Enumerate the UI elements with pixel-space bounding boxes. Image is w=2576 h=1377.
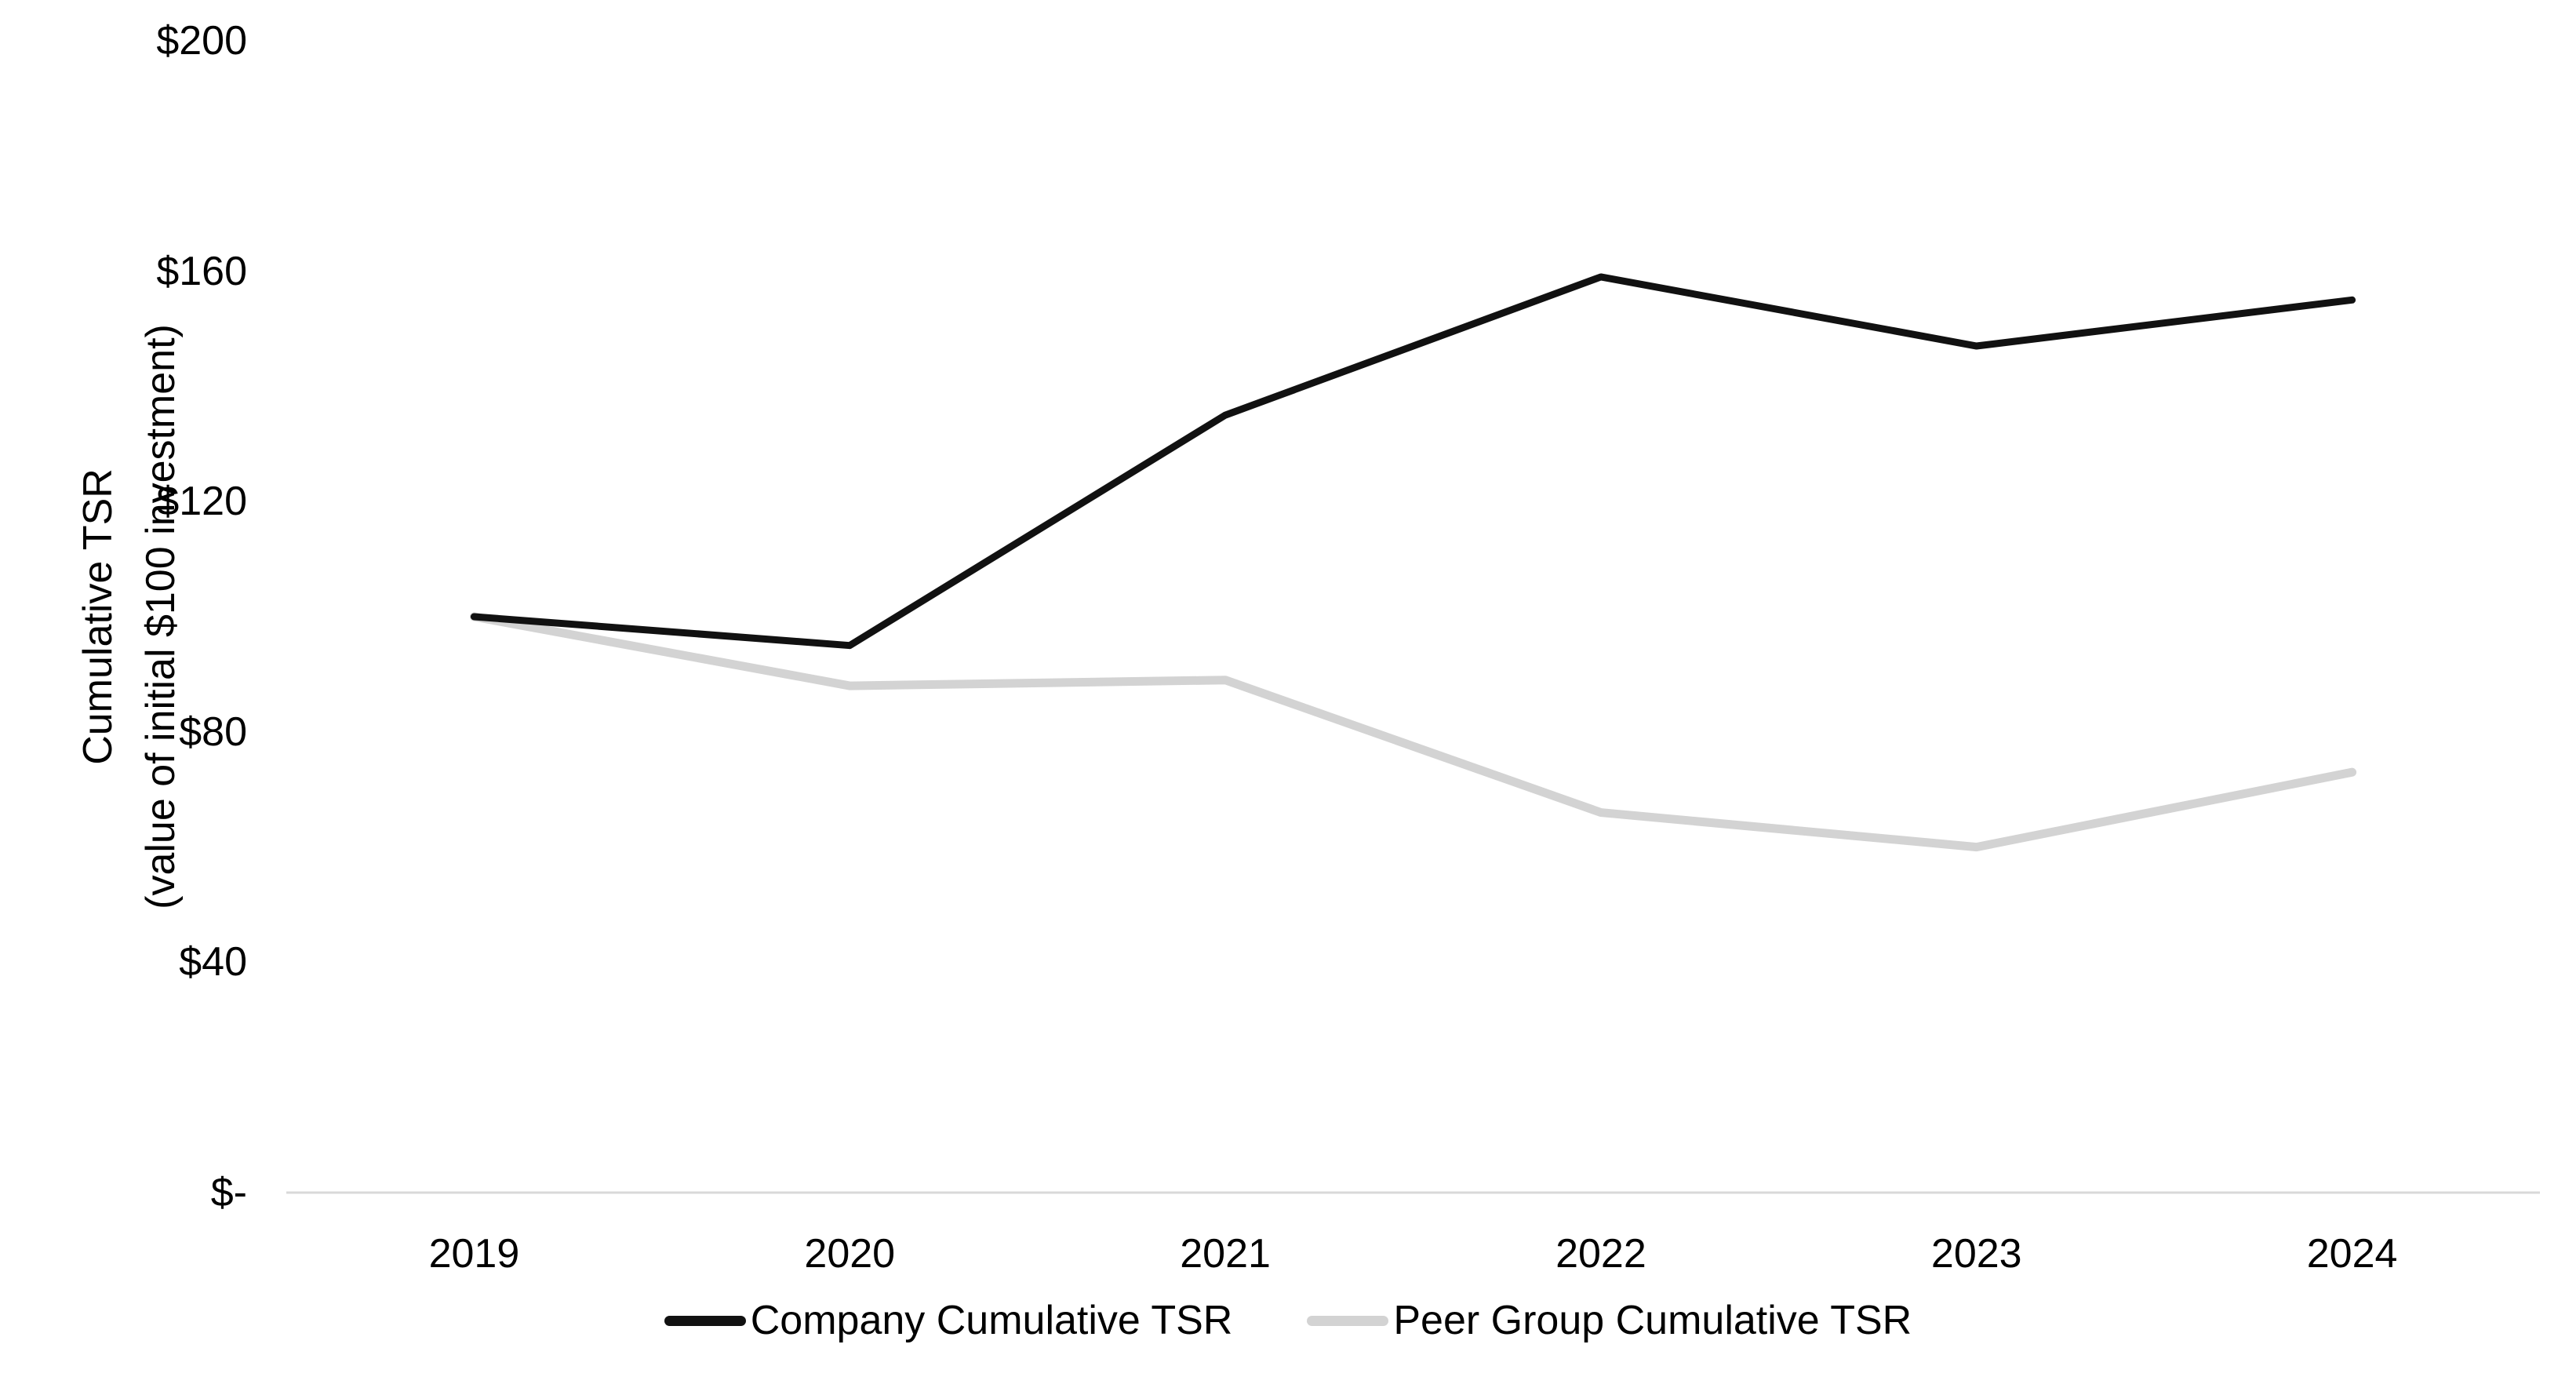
legend-label: Peer Group Cumulative TSR <box>1393 1298 1912 1343</box>
y-tick-label: $200 <box>156 18 247 64</box>
y-tick-label: $40 <box>179 939 247 985</box>
y-tick-label: $80 <box>179 709 247 755</box>
company-cumulative-tsr-line <box>470 273 2356 650</box>
legend-label: Company Cumulative TSR <box>750 1298 1233 1343</box>
y-axis-title-line1: Cumulative TSR <box>75 468 121 765</box>
y-axis-title-line2: (value of initial $100 investment) <box>138 324 184 909</box>
y-axis-title: Cumulative TSR (value of initial $100 in… <box>67 324 192 909</box>
x-tick-label: 2024 <box>2306 1231 2398 1277</box>
legend-swatch-icon <box>664 1315 746 1326</box>
x-tick-label: 2023 <box>1930 1231 2022 1277</box>
legend-swatch-icon <box>1307 1315 1389 1326</box>
legend: Company Cumulative TSR Peer Group Cumulat… <box>0 1296 2576 1345</box>
x-tick-label: 2019 <box>428 1231 520 1277</box>
legend-item: Company Cumulative TSR <box>664 1296 1233 1345</box>
x-tick-label: 2022 <box>1555 1231 1646 1277</box>
y-tick-label: $120 <box>156 479 247 525</box>
y-tick-label: $- <box>210 1170 247 1215</box>
legend-item: Peer Group Cumulative TSR <box>1307 1296 1912 1345</box>
y-tick-label: $160 <box>156 248 247 294</box>
x-tick-label: 2020 <box>804 1231 896 1277</box>
peer-group-cumulative-tsr-line <box>469 612 2357 852</box>
x-tick-label: 2021 <box>1180 1231 1271 1277</box>
